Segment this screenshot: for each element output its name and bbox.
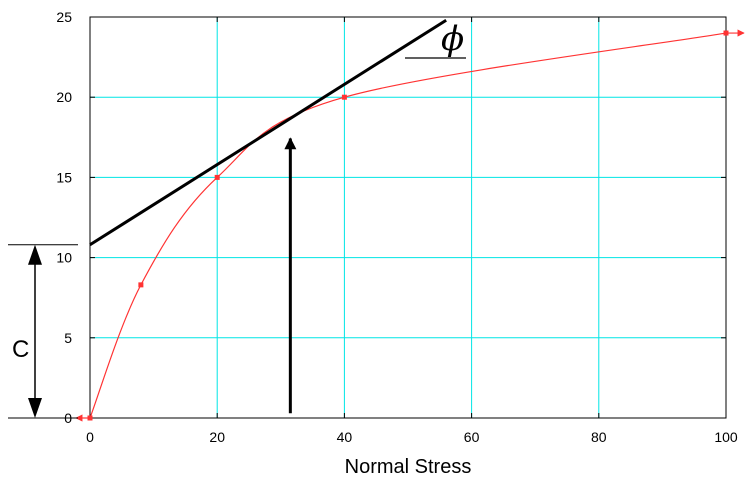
friction-angle-label: ϕ	[441, 19, 464, 59]
axis-ticks	[89, 16, 727, 419]
cohesion-arrow-bottom	[28, 398, 42, 418]
series-curve	[89, 32, 727, 419]
x-axis-title: Normal Stress	[345, 456, 472, 478]
y-tick-label: 20	[56, 89, 72, 105]
data-point	[214, 174, 220, 180]
cohesion-arrow-top	[28, 244, 42, 265]
x-tick-label: 60	[464, 429, 480, 445]
cohesion-label: C	[12, 336, 29, 363]
series-layer	[75, 29, 745, 422]
y-tick-label: 15	[56, 169, 72, 185]
plot-frame	[89, 16, 727, 419]
data-point	[341, 94, 347, 100]
x-tick-label: 0	[86, 429, 94, 445]
x-tick-label: 40	[337, 429, 353, 445]
x-tick-label: 20	[209, 429, 225, 445]
y-tick-label: 25	[56, 9, 72, 25]
grid	[90, 17, 726, 418]
x-tick-label: 80	[591, 429, 607, 445]
y-tick-label: 5	[64, 330, 72, 346]
annotations: Cϕ	[8, 18, 466, 419]
x-tick-label: 100	[714, 429, 738, 445]
failure-envelope-line	[89, 18, 447, 247]
y-tick-label: 10	[56, 250, 72, 266]
data-point	[138, 282, 144, 288]
x-axis-tick-labels: 0 20 40 60 80 100	[86, 429, 738, 445]
